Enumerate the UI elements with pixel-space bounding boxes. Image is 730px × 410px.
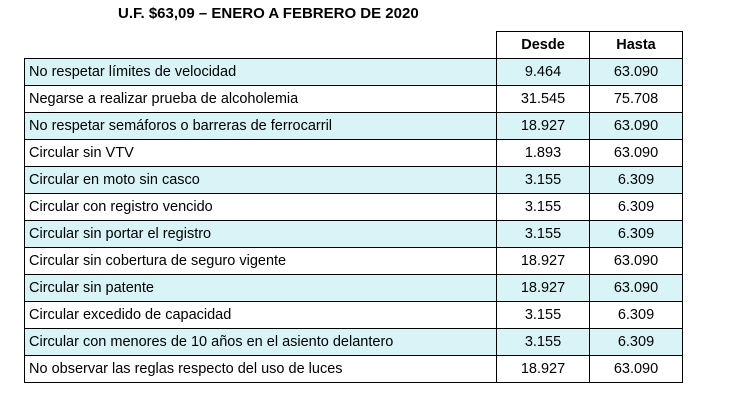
- table-row: No observar las reglas respecto del uso …: [24, 355, 683, 383]
- row-desde: 9.464: [496, 58, 590, 86]
- row-hasta: 6.309: [589, 193, 683, 221]
- row-hasta: 6.309: [589, 166, 683, 194]
- row-desde: 18.927: [496, 247, 590, 275]
- row-hasta: 6.309: [589, 328, 683, 356]
- table-row: Circular sin cobertura de seguro vigente…: [24, 247, 683, 275]
- table-header-row: Desde Hasta: [24, 31, 683, 59]
- row-label: No observar las reglas respecto del uso …: [24, 355, 497, 383]
- row-label: No respetar límites de velocidad: [24, 58, 497, 86]
- row-label: Circular sin cobertura de seguro vigente: [24, 247, 497, 275]
- row-label: Circular con registro vencido: [24, 193, 497, 221]
- row-desde: 3.155: [496, 193, 590, 221]
- row-hasta: 63.090: [589, 247, 683, 275]
- row-label: Negarse a realizar prueba de alcoholemia: [24, 85, 497, 113]
- header-blank-cell: [24, 31, 497, 59]
- row-label: Circular sin patente: [24, 274, 497, 302]
- row-label: Circular sin portar el registro: [24, 220, 497, 248]
- row-label: Circular excedido de capacidad: [24, 301, 497, 329]
- page-title: U.F. $63,09 – ENERO A FEBRERO DE 2020: [118, 5, 419, 22]
- fines-table: Desde Hasta No respetar límites de veloc…: [24, 31, 683, 383]
- table-row: Circular excedido de capacidad 3.155 6.309: [24, 301, 683, 329]
- row-desde: 31.545: [496, 85, 590, 113]
- table-row: Circular con menores de 10 años en el as…: [24, 328, 683, 356]
- table-row: No respetar límites de velocidad 9.464 63.…: [24, 58, 683, 86]
- row-hasta: 75.708: [589, 85, 683, 113]
- row-hasta: 63.090: [589, 355, 683, 383]
- row-desde: 3.155: [496, 328, 590, 356]
- header-hasta: Hasta: [589, 31, 683, 59]
- table-row: No respetar semáforos o barreras de ferr…: [24, 112, 683, 140]
- row-desde: 3.155: [496, 220, 590, 248]
- row-desde: 18.927: [496, 274, 590, 302]
- row-hasta: 63.090: [589, 139, 683, 167]
- table-row: Circular con registro vencido 3.155 6.309: [24, 193, 683, 221]
- table-row: Circular sin portar el registro 3.155 6.30…: [24, 220, 683, 248]
- row-desde: 18.927: [496, 355, 590, 383]
- table-row: Negarse a realizar prueba de alcoholemia…: [24, 85, 683, 113]
- table-row: Circular en moto sin casco 3.155 6.309: [24, 166, 683, 194]
- table-row: Circular sin patente 18.927 63.090: [24, 274, 683, 302]
- row-desde: 3.155: [496, 301, 590, 329]
- row-desde: 3.155: [496, 166, 590, 194]
- row-hasta: 63.090: [589, 58, 683, 86]
- row-label: Circular en moto sin casco: [24, 166, 497, 194]
- row-hasta: 63.090: [589, 112, 683, 140]
- table-row: Circular sin VTV 1.893 63.090: [24, 139, 683, 167]
- table-body: No respetar límites de velocidad 9.464 63.…: [24, 58, 683, 383]
- row-label: Circular con menores de 10 años en el as…: [24, 328, 497, 356]
- row-desde: 1.893: [496, 139, 590, 167]
- row-desde: 18.927: [496, 112, 590, 140]
- row-hasta: 6.309: [589, 301, 683, 329]
- row-label: No respetar semáforos o barreras de ferr…: [24, 112, 497, 140]
- row-hasta: 63.090: [589, 274, 683, 302]
- row-label: Circular sin VTV: [24, 139, 497, 167]
- header-desde: Desde: [496, 31, 590, 59]
- row-hasta: 6.309: [589, 220, 683, 248]
